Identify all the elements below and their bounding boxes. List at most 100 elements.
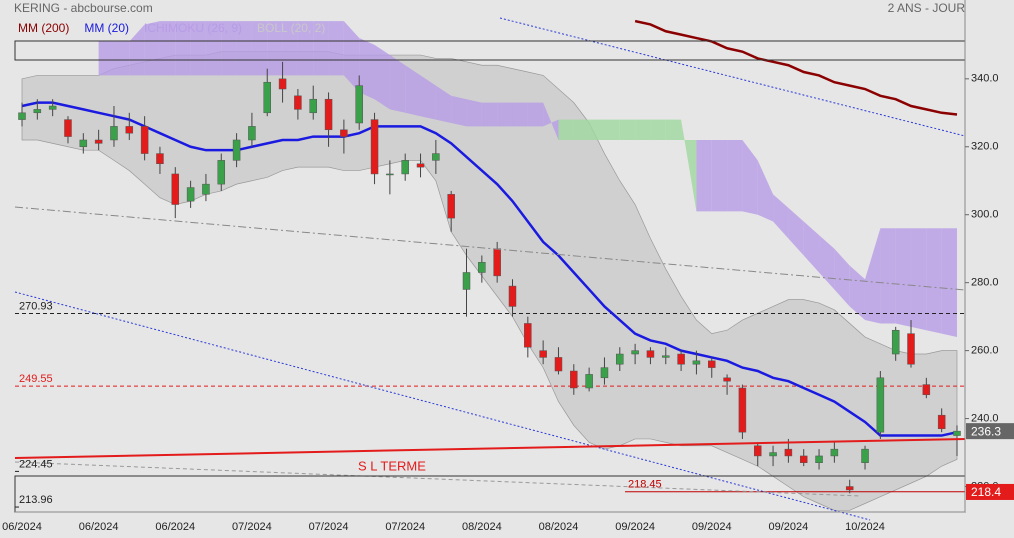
candle-body	[324, 98, 333, 131]
level-label: 213.96	[19, 494, 53, 506]
ichimoku-cloud	[144, 21, 160, 76]
ichimoku-cloud	[527, 102, 544, 127]
moving-average	[21, 101, 958, 437]
candle-body	[907, 333, 915, 365]
price-tag-label: 236.3	[971, 424, 1001, 438]
legend-entry: BOLL (20, 2)	[257, 21, 325, 35]
candle-body	[769, 452, 777, 457]
ichimoku-cloud	[205, 21, 222, 76]
candle-body	[48, 105, 57, 110]
candle-body	[830, 448, 839, 457]
ichimoku-cloud	[497, 102, 513, 127]
candle-body	[784, 448, 793, 457]
ichimoku-cloud	[911, 228, 927, 331]
candle-body	[462, 272, 471, 290]
ichimoku-cloud	[282, 21, 298, 76]
candle-body	[232, 139, 241, 161]
annotation: S L TERME	[358, 458, 426, 473]
ichimoku-cloud	[865, 228, 881, 324]
ichimoku-cloud	[405, 65, 421, 117]
candle-body	[524, 323, 532, 348]
candle-body	[140, 126, 149, 154]
x-tick-label: 07/2024	[385, 521, 425, 533]
ichimoku-cloud	[236, 21, 252, 76]
ichimoku-cloud	[328, 21, 344, 76]
candle-body	[217, 160, 226, 185]
ichimoku-cloud	[466, 99, 482, 127]
candle-body	[309, 98, 317, 114]
ichimoku-cloud	[297, 21, 314, 76]
candle-body	[432, 153, 440, 161]
candle-body	[447, 194, 455, 219]
ichimoku-cloud	[619, 119, 636, 140]
candle-body	[662, 355, 670, 358]
ichimoku-cloud	[190, 21, 206, 76]
ichimoku-cloud	[389, 55, 406, 113]
ichimoku-cloud	[343, 21, 360, 93]
ichimoku-cloud	[696, 139, 712, 212]
ichimoku-cloud	[558, 119, 574, 140]
ichimoku-cloud	[803, 221, 820, 273]
candle-body	[186, 187, 195, 202]
x-tick-label: 07/2024	[309, 521, 349, 533]
ichimoku-cloud	[435, 85, 452, 123]
support-line	[14, 438, 966, 459]
x-tick-label: 09/2024	[692, 521, 732, 533]
x-tick-label: 09/2024	[615, 521, 655, 533]
legend-entry: MM (200)	[18, 21, 69, 35]
candle-body	[33, 109, 42, 114]
candle-body	[570, 370, 578, 389]
ichimoku-cloud	[589, 119, 605, 140]
price-tag	[966, 423, 1014, 440]
ichimoku-cloud	[420, 75, 436, 120]
candle-body	[64, 119, 72, 137]
candle-body	[953, 430, 961, 436]
channel-line	[14, 206, 966, 291]
ichimoku-cloud	[113, 41, 130, 76]
candle-body	[294, 95, 302, 110]
candle-body	[799, 455, 808, 463]
candle-body	[18, 112, 26, 120]
ichimoku-cloud	[129, 24, 145, 76]
candle-body	[278, 78, 287, 90]
candle-body	[416, 163, 425, 168]
candle-body	[738, 387, 747, 433]
x-tick-label: 08/2024	[462, 521, 502, 533]
ichimoku-cloud	[98, 41, 114, 76]
candle-body	[110, 126, 118, 141]
ichimoku-cloud	[159, 21, 176, 76]
ichimoku-cloud	[834, 248, 850, 307]
legend-entry: MM (20)	[84, 21, 129, 35]
candle-body	[370, 119, 379, 175]
ichimoku-cloud	[819, 235, 835, 290]
ichimoku-cloud	[788, 207, 804, 256]
candle-body	[263, 81, 271, 114]
ichimoku-cloud	[742, 139, 758, 215]
ichimoku-cloud	[512, 102, 528, 127]
x-tick-label: 07/2024	[232, 521, 272, 533]
candle-body	[156, 153, 164, 165]
legend-entry: ICHIMOKU (26, 9)	[144, 21, 242, 35]
candle-body	[401, 160, 409, 175]
ichimoku-cloud	[481, 102, 498, 127]
plot	[15, 19, 965, 511]
trend-line	[14, 291, 871, 521]
candle-body	[845, 486, 854, 491]
period: 2 ANS - JOUR	[888, 1, 966, 15]
y-tick-label: 340.0	[971, 73, 999, 85]
candle-body	[723, 377, 731, 382]
ichimoku-cloud	[926, 228, 942, 334]
candle-body	[508, 285, 517, 307]
ichimoku-cloud	[711, 139, 728, 212]
candle-body	[493, 248, 501, 277]
level-label: 249.55	[19, 373, 53, 385]
y-tick-label: 240.0	[971, 412, 999, 424]
y-tick-label: 280.0	[971, 277, 999, 289]
level-label: 218.45	[628, 479, 662, 491]
candle-body	[815, 455, 823, 463]
ichimoku-cloud	[251, 21, 268, 76]
price-tag	[966, 483, 1014, 500]
ichimoku-cloud	[313, 21, 329, 76]
candle-body	[340, 129, 348, 137]
